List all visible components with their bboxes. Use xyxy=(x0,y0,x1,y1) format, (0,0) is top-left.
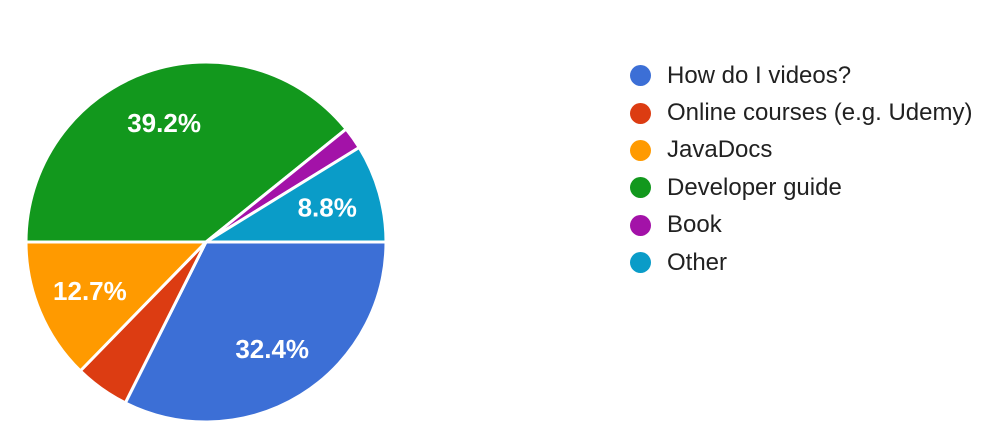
legend-item-online-courses-e-g-udemy: Online courses (e.g. Udemy) xyxy=(630,94,972,131)
legend-label: JavaDocs xyxy=(667,136,773,164)
legend-label: Developer guide xyxy=(667,173,842,201)
legend-color-swatch xyxy=(630,65,651,87)
pie-slice-label: 32.4% xyxy=(235,334,309,364)
chart-legend: How do I videos? Online courses (e.g. Ude… xyxy=(630,57,972,281)
legend-color-swatch xyxy=(630,252,651,274)
legend-item-book: Book xyxy=(630,207,972,244)
legend-label: Other xyxy=(667,248,728,276)
legend-item-other: Other xyxy=(630,244,972,281)
legend-label: Book xyxy=(667,211,722,239)
pie-slice-developer-guide[interactable] xyxy=(24,60,348,244)
pie-slice-other[interactable] xyxy=(204,145,388,244)
legend-item-how-do-i-videos: How do I videos? xyxy=(630,57,972,94)
pie-slice-javadocs[interactable] xyxy=(24,240,208,373)
pie-slice-label: 39.2% xyxy=(127,108,201,138)
legend-label: Online courses (e.g. Udemy) xyxy=(667,99,973,127)
legend-color-swatch xyxy=(630,139,651,161)
pie-slice-label: 8.8% xyxy=(298,193,357,223)
legend-color-swatch xyxy=(630,102,651,124)
legend-item-javadocs: JavaDocs xyxy=(630,132,972,169)
legend-item-developer-guide: Developer guide xyxy=(630,169,972,206)
legend-color-swatch xyxy=(630,177,651,199)
legend-label: How do I videos? xyxy=(667,61,852,89)
pie-chart: 32.4% 12.7% 39.2% 8.8% xyxy=(24,60,388,424)
legend-color-swatch xyxy=(630,214,651,236)
pie-slice-how-do-i-videos[interactable] xyxy=(123,240,388,424)
pie-slice-label: 12.7% xyxy=(53,276,127,306)
